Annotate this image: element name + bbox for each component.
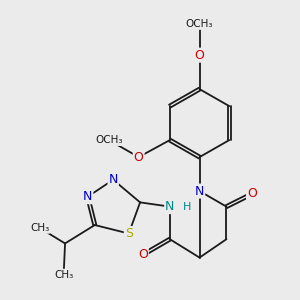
Text: N: N (195, 184, 204, 198)
Text: O: O (195, 49, 205, 62)
Text: H: H (183, 202, 191, 212)
Text: O: O (138, 248, 148, 261)
Text: OCH₃: OCH₃ (186, 19, 213, 29)
Text: S: S (125, 227, 133, 240)
Text: N: N (165, 200, 175, 213)
Text: OCH₃: OCH₃ (95, 135, 123, 145)
Text: CH₃: CH₃ (30, 223, 49, 233)
Text: O: O (247, 188, 257, 200)
Text: O: O (134, 151, 144, 164)
Text: N: N (109, 173, 118, 186)
Text: N: N (83, 190, 92, 203)
Text: CH₃: CH₃ (54, 270, 73, 280)
